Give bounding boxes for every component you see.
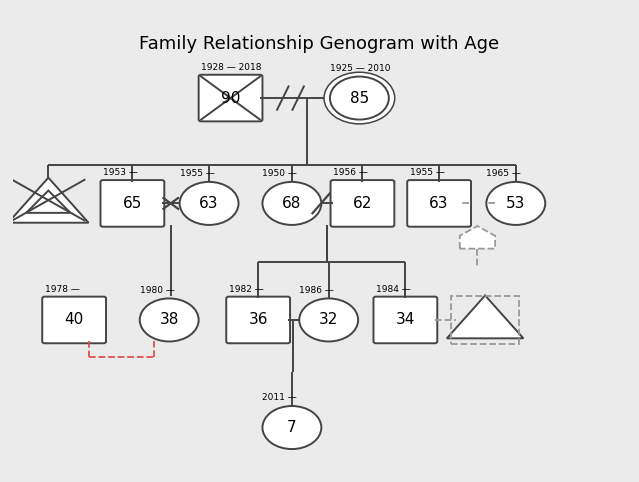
Text: 65: 65 <box>123 196 142 211</box>
Text: 85: 85 <box>350 91 369 106</box>
Text: Family Relationship Genogram with Age: Family Relationship Genogram with Age <box>139 35 500 54</box>
Circle shape <box>140 298 199 341</box>
Text: 40: 40 <box>65 312 84 327</box>
Text: 36: 36 <box>249 312 268 327</box>
FancyBboxPatch shape <box>373 296 437 343</box>
Text: 68: 68 <box>282 196 302 211</box>
Text: 1978 —: 1978 — <box>45 285 79 294</box>
FancyBboxPatch shape <box>100 180 164 227</box>
Text: 1982 —: 1982 — <box>229 285 263 294</box>
Text: 1953 —: 1953 — <box>103 168 138 177</box>
Text: 1956 —: 1956 — <box>333 168 368 177</box>
Text: 38: 38 <box>160 312 179 327</box>
Text: 62: 62 <box>353 196 372 211</box>
Polygon shape <box>26 190 70 213</box>
Bar <box>451 296 519 344</box>
FancyBboxPatch shape <box>330 180 394 227</box>
Polygon shape <box>447 295 523 338</box>
Text: 1928 — 2018: 1928 — 2018 <box>201 63 261 72</box>
FancyBboxPatch shape <box>407 180 471 227</box>
Text: 1925 — 2010: 1925 — 2010 <box>330 64 390 73</box>
Text: 1950 —: 1950 — <box>263 169 297 178</box>
Text: 32: 32 <box>319 312 339 327</box>
Text: 1980 —: 1980 — <box>140 286 174 295</box>
Text: 90: 90 <box>221 91 240 106</box>
Polygon shape <box>460 226 495 249</box>
Circle shape <box>330 77 389 120</box>
Text: 1965 —: 1965 — <box>486 169 521 178</box>
FancyBboxPatch shape <box>42 296 106 343</box>
Text: 1984 —: 1984 — <box>376 285 411 294</box>
FancyBboxPatch shape <box>199 75 263 121</box>
Text: 7: 7 <box>287 420 296 435</box>
Text: 1986 —: 1986 — <box>299 286 334 295</box>
Polygon shape <box>8 178 89 223</box>
Text: 63: 63 <box>429 196 449 211</box>
Circle shape <box>324 72 395 124</box>
FancyBboxPatch shape <box>226 296 290 343</box>
Circle shape <box>299 298 358 341</box>
Circle shape <box>263 182 321 225</box>
Circle shape <box>486 182 545 225</box>
Circle shape <box>263 406 321 449</box>
Text: 1955 —: 1955 — <box>410 168 445 177</box>
Text: 34: 34 <box>396 312 415 327</box>
Text: 53: 53 <box>506 196 525 211</box>
Circle shape <box>180 182 238 225</box>
Text: 2011 —: 2011 — <box>263 393 297 402</box>
Text: 1955 —: 1955 — <box>180 169 215 178</box>
Text: 63: 63 <box>199 196 219 211</box>
